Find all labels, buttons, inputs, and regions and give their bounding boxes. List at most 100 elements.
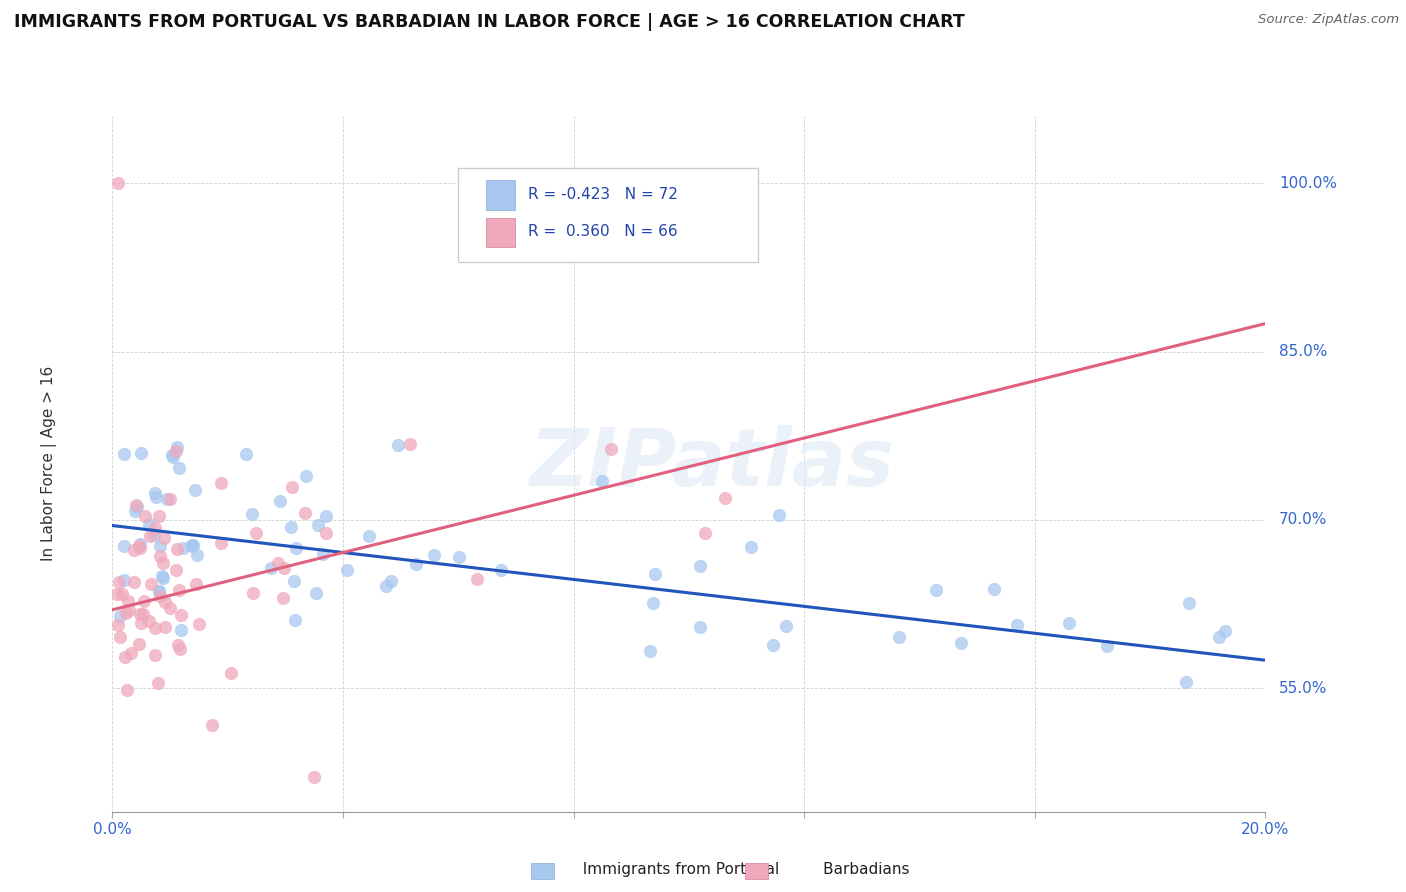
Point (148, 583, 170, 598)
Point (1177, 596, 1199, 610)
Point (125, 498, 148, 512)
Point (273, 561, 295, 575)
Text: R = -0.423   N = 72: R = -0.423 N = 72 (527, 186, 678, 202)
Point (405, 557, 427, 571)
Point (142, 528, 165, 542)
Point (114, 650, 136, 665)
Point (235, 447, 257, 461)
Point (284, 541, 307, 555)
Point (167, 583, 190, 598)
Point (209, 536, 232, 550)
Point (950, 636, 973, 650)
Point (138, 614, 160, 628)
Point (148, 508, 170, 523)
Point (152, 556, 174, 570)
Point (305, 586, 328, 600)
Point (149, 549, 172, 564)
Point (143, 486, 166, 500)
Point (125, 500, 148, 515)
Point (129, 537, 152, 551)
Point (170, 623, 193, 637)
Point (768, 508, 790, 523)
Point (689, 558, 711, 573)
Point (172, 541, 194, 555)
Point (134, 508, 156, 523)
Point (465, 572, 488, 586)
Point (155, 595, 177, 609)
Point (186, 548, 208, 562)
Point (117, 593, 139, 607)
Text: R =  0.360   N = 66: R = 0.360 N = 66 (527, 224, 678, 238)
Point (221, 665, 243, 680)
Point (1175, 675, 1198, 690)
Point (148, 584, 170, 599)
Point (259, 561, 281, 575)
Point (108, 630, 131, 644)
Point (167, 460, 190, 475)
Point (167, 638, 190, 652)
Point (170, 607, 193, 622)
Point (111, 587, 134, 601)
Point (162, 450, 184, 464)
Point (153, 531, 176, 545)
Point (1059, 615, 1081, 630)
Point (315, 509, 337, 524)
Point (280, 520, 302, 534)
Point (152, 571, 174, 585)
Point (315, 525, 337, 540)
Point (128, 637, 150, 651)
Point (128, 539, 150, 553)
Point (108, 575, 131, 590)
Point (380, 574, 402, 589)
Point (162, 448, 184, 462)
Point (117, 682, 139, 697)
Point (1208, 630, 1230, 644)
Point (740, 540, 762, 554)
Point (138, 517, 160, 532)
Point (271, 591, 294, 606)
Point (132, 607, 155, 621)
Point (107, 617, 129, 632)
Point (374, 579, 396, 593)
Point (592, 474, 614, 488)
Point (165, 444, 187, 458)
Point (762, 639, 785, 653)
Point (643, 596, 665, 610)
Point (775, 619, 797, 633)
Point (983, 582, 1005, 596)
Point (242, 585, 264, 599)
Point (1215, 624, 1237, 638)
Point (122, 543, 145, 558)
Point (150, 569, 173, 583)
Point (180, 539, 202, 553)
Point (1007, 617, 1029, 632)
Point (165, 563, 187, 577)
Text: IMMIGRANTS FROM PORTUGAL VS BARBADIAN IN LABOR FORCE | AGE > 16 CORRELATION CHAR: IMMIGRANTS FROM PORTUGAL VS BARBADIAN IN… (14, 13, 965, 31)
Text: ZIPatlas: ZIPatlas (530, 425, 894, 503)
Text: 85.0%: 85.0% (1279, 344, 1327, 359)
Point (129, 607, 152, 621)
Point (245, 525, 267, 540)
Point (695, 525, 717, 540)
Point (336, 563, 359, 577)
Point (156, 491, 179, 506)
Point (159, 600, 181, 615)
Point (112, 573, 135, 587)
Text: 55.0%: 55.0% (1279, 681, 1327, 696)
Point (359, 529, 381, 543)
Point (153, 620, 176, 634)
Point (267, 556, 290, 570)
Point (143, 521, 166, 535)
Point (139, 529, 162, 543)
Point (1097, 639, 1119, 653)
Point (139, 576, 162, 591)
Point (295, 469, 318, 483)
Point (148, 676, 170, 690)
Point (124, 504, 146, 518)
Point (283, 574, 305, 588)
Point (124, 575, 146, 590)
Point (107, 176, 129, 190)
Point (423, 548, 446, 562)
Point (183, 538, 205, 552)
Point (112, 539, 135, 553)
